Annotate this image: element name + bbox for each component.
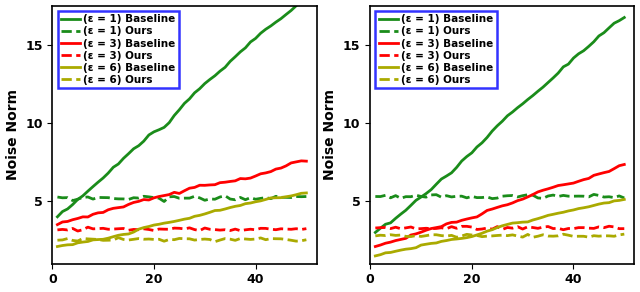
Y-axis label: Noise Norm: Noise Norm [6, 89, 20, 180]
Y-axis label: Noise Norm: Noise Norm [323, 89, 337, 180]
Legend: (ε = 1) Baseline, (ε = 1) Ours, (ε = 3) Baseline, (ε = 3) Ours, (ε = 6) Baseline: (ε = 1) Baseline, (ε = 1) Ours, (ε = 3) … [58, 11, 179, 88]
Legend: (ε = 1) Baseline, (ε = 1) Ours, (ε = 3) Baseline, (ε = 3) Ours, (ε = 6) Baseline: (ε = 1) Baseline, (ε = 1) Ours, (ε = 3) … [376, 11, 497, 88]
